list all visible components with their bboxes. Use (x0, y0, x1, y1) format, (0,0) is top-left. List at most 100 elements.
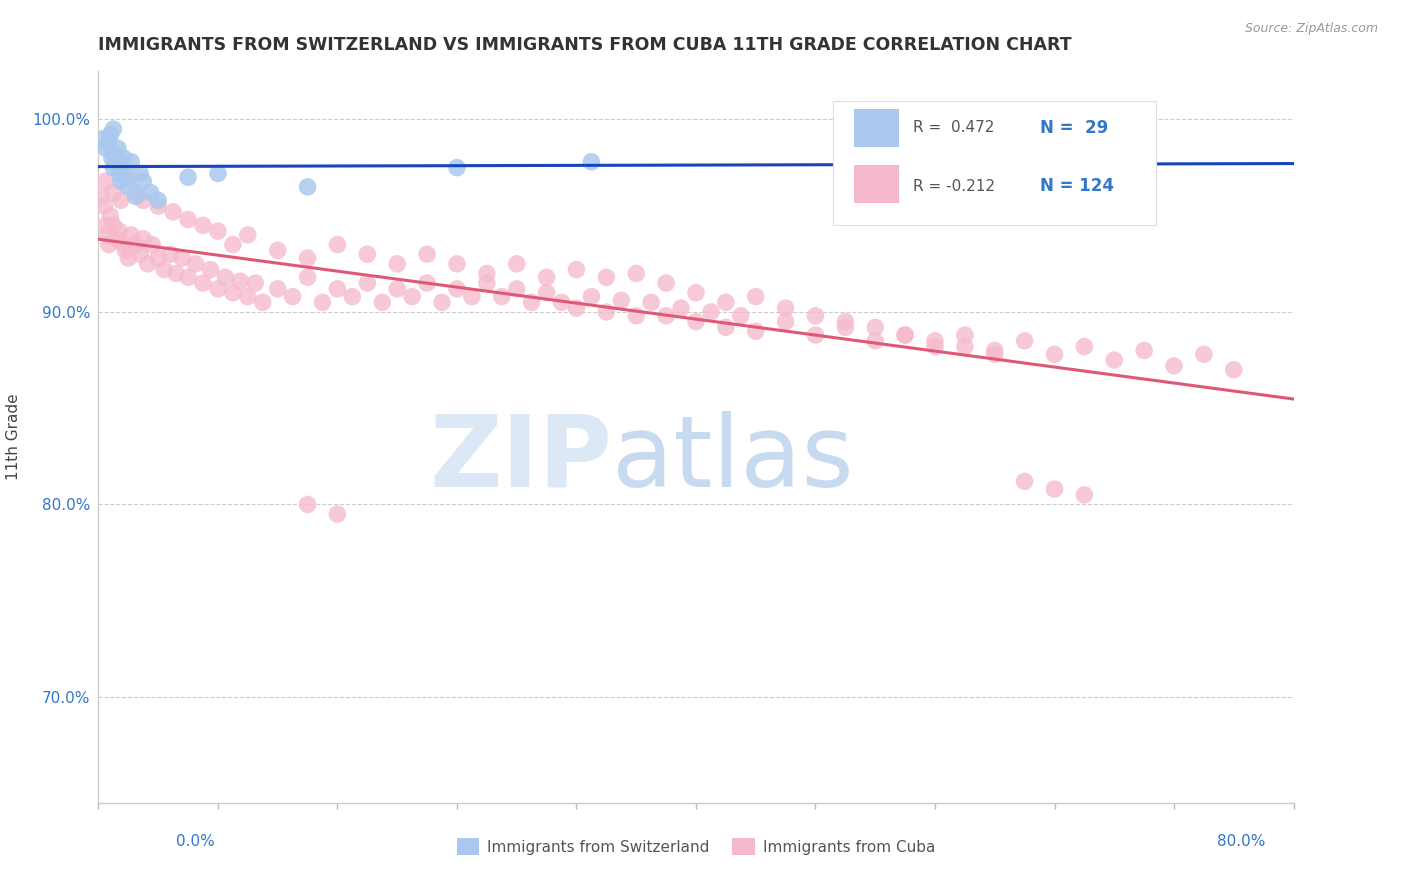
Point (610, 293, 633, 308)
Point (894, 328, 917, 343)
Point (125, 237, 148, 252)
Point (207, 166, 229, 180)
Point (775, 301, 797, 315)
Point (475, 267, 498, 281)
Point (129, 166, 152, 180)
Point (581, 154, 603, 169)
Point (120, 154, 142, 169)
Point (1104, 141, 1126, 155)
Point (550, 295, 572, 310)
Point (669, 301, 692, 315)
Point (172, 251, 194, 265)
Point (430, 295, 453, 310)
Point (626, 267, 648, 281)
Point (326, 282, 349, 296)
Point (159, 247, 181, 261)
Point (214, 270, 236, 285)
Point (416, 247, 439, 261)
Point (385, 282, 409, 296)
Point (1073, 340, 1095, 354)
Point (834, 166, 856, 180)
Point (103, 122, 125, 136)
Point (111, 235, 134, 250)
Point (117, 170, 139, 185)
Point (111, 161, 134, 175)
Point (98, 128, 122, 142)
Point (581, 289, 603, 303)
Point (148, 194, 170, 208)
Point (685, 315, 707, 329)
Point (200, 262, 222, 277)
Point (714, 295, 737, 310)
Point (153, 262, 176, 277)
Bar (853, 165, 900, 203)
Point (1223, 362, 1246, 376)
Point (91, 132, 114, 146)
Point (446, 161, 468, 175)
Point (112, 151, 135, 165)
Point (953, 328, 976, 343)
Point (267, 244, 290, 258)
Point (125, 189, 148, 203)
Point (177, 170, 200, 185)
Point (207, 224, 229, 238)
Point (297, 251, 319, 265)
Point (191, 276, 214, 290)
Point (1014, 475, 1036, 489)
Point (297, 498, 319, 512)
Point (236, 289, 259, 303)
Point (491, 289, 513, 303)
Point (640, 295, 662, 310)
Text: R = -0.212: R = -0.212 (914, 178, 995, 194)
Point (139, 186, 162, 200)
Point (162, 205, 184, 219)
Point (655, 309, 678, 323)
Point (103, 219, 125, 233)
Point (252, 295, 274, 310)
Text: ZIP: ZIP (429, 410, 613, 508)
Point (595, 305, 617, 319)
Point (125, 186, 148, 200)
Point (96, 227, 118, 242)
Point (446, 282, 468, 296)
Point (461, 289, 484, 303)
Point (655, 276, 678, 290)
Point (865, 320, 887, 334)
Point (446, 257, 468, 271)
Point (177, 270, 200, 285)
Point (107, 141, 129, 155)
Y-axis label: 11th Grade: 11th Grade (6, 393, 21, 481)
Point (129, 247, 152, 261)
Point (924, 340, 946, 354)
Point (108, 166, 131, 180)
Point (108, 224, 131, 238)
Point (401, 289, 423, 303)
Point (700, 305, 723, 319)
Point (148, 251, 170, 265)
Point (191, 219, 214, 233)
Point (97, 237, 120, 252)
Point (626, 309, 648, 323)
Point (1133, 343, 1156, 358)
Point (132, 174, 155, 188)
Point (110, 174, 132, 188)
Point (924, 334, 946, 348)
Point (326, 237, 349, 252)
Point (105, 232, 128, 246)
Point (114, 244, 136, 258)
Point (120, 227, 142, 242)
Text: atlas: atlas (613, 410, 853, 508)
Point (1043, 347, 1066, 361)
Point (207, 282, 229, 296)
Text: R =  0.472: R = 0.472 (914, 120, 995, 136)
Point (804, 328, 827, 343)
Point (326, 507, 349, 521)
Point (1104, 353, 1126, 368)
Point (385, 257, 409, 271)
Point (103, 161, 125, 175)
Point (281, 289, 304, 303)
Point (184, 257, 207, 271)
Point (94, 174, 117, 188)
Point (222, 285, 245, 300)
Point (775, 315, 797, 329)
